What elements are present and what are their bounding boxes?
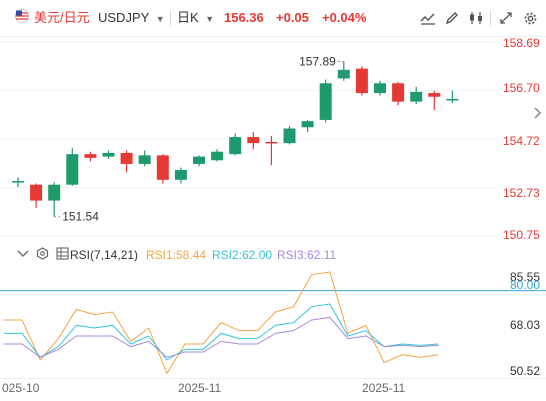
price-tick: 158.69 <box>503 36 540 50</box>
candle <box>211 149 224 162</box>
candle <box>337 61 350 81</box>
rsi-tick: 68.03 <box>510 318 541 332</box>
chevron-down-icon: ▼ <box>205 14 215 24</box>
candle <box>66 148 79 186</box>
indicator-settings-icon[interactable] <box>36 247 49 263</box>
toolbar-divider <box>170 10 171 26</box>
high-label: 157.89 <box>299 55 336 69</box>
candle <box>446 90 459 103</box>
price-tick: 154.72 <box>503 134 540 148</box>
candle <box>30 183 43 208</box>
candle <box>229 133 242 156</box>
x-axis-line <box>0 378 546 379</box>
chevron-down-icon: ▼ <box>155 14 165 24</box>
price-change-pct: +0.04% <box>322 10 367 25</box>
candle-body <box>30 184 43 201</box>
candle-body <box>319 83 332 120</box>
candle-body <box>337 69 350 79</box>
candle-body <box>211 151 224 161</box>
candle <box>102 150 115 160</box>
candle-body <box>84 154 97 158</box>
toolbar: 美元/日元 USDJPY ▼ 日K ▼ 156.36 +0.05 +0.04% <box>0 0 546 37</box>
x-tick: 2025-11 <box>362 381 406 395</box>
candle-settings-icon[interactable] <box>466 8 486 28</box>
candle-body <box>12 181 24 183</box>
candle-body <box>428 93 441 97</box>
candle-body <box>247 137 260 144</box>
rsi2-line <box>4 303 439 361</box>
flag-icon <box>15 9 29 28</box>
last-price: 156.36 <box>224 10 264 25</box>
low-label: 151.54 <box>62 210 99 224</box>
candle <box>84 151 97 162</box>
x-tick: 2025-11 <box>178 381 222 395</box>
visibility-toggle-icon[interactable] <box>17 247 29 262</box>
candle-body <box>156 155 169 180</box>
candle-body <box>374 83 386 94</box>
candle <box>48 182 61 217</box>
candle-body <box>193 156 205 164</box>
candle-body <box>283 128 296 144</box>
indicator-menu-icon[interactable] <box>56 247 69 263</box>
chevron-right-icon[interactable] <box>530 104 546 122</box>
candle <box>174 167 187 184</box>
candle-body <box>120 152 133 164</box>
rsi-tick: 50.52 <box>510 364 541 378</box>
candle <box>392 82 405 106</box>
rsi-tick: 85.55 <box>510 270 541 284</box>
gear-icon[interactable] <box>520 8 540 28</box>
candle <box>265 135 278 166</box>
rsi3-value: RSI3:62.11 <box>277 248 337 262</box>
candle <box>319 79 332 123</box>
candle-body <box>174 170 187 180</box>
candle <box>301 119 314 133</box>
candle <box>355 66 368 96</box>
candle-body <box>102 152 115 157</box>
rsi1-line <box>4 271 439 375</box>
candle-body <box>265 141 278 144</box>
rsi-indicator-label[interactable]: RSI(7,14,21) <box>70 248 139 262</box>
x-tick: 025-10 <box>2 381 40 395</box>
candle-body <box>301 121 314 128</box>
period-select[interactable]: 日K ▼ <box>177 9 214 28</box>
toolbar-divider <box>490 10 491 26</box>
rsi3-line <box>4 316 439 358</box>
price-tick: 152.73 <box>503 186 540 200</box>
candle-body <box>355 68 368 94</box>
expand-icon[interactable] <box>496 8 516 28</box>
candle <box>120 150 133 173</box>
candle-body <box>48 184 61 201</box>
candle <box>138 150 151 167</box>
candle-body <box>229 137 242 155</box>
draw-pencil-icon[interactable] <box>442 8 462 28</box>
symbol-select[interactable]: USDJPY ▼ <box>98 9 165 28</box>
candle-body <box>446 98 459 101</box>
candle-body <box>410 91 423 102</box>
candle <box>193 155 205 167</box>
candle <box>410 86 423 105</box>
rsi-chart[interactable] <box>0 262 546 378</box>
rsi1-value: RSI1:58.44 <box>146 248 207 262</box>
period-label: 日K <box>177 10 199 25</box>
candle <box>12 177 24 188</box>
candle <box>156 154 169 184</box>
candle-body <box>138 155 151 164</box>
candle <box>374 80 386 96</box>
candle-body <box>392 83 405 102</box>
symbol-label: USDJPY <box>98 10 150 25</box>
line-chart-icon[interactable] <box>418 8 438 28</box>
price-change: +0.05 <box>276 10 309 25</box>
candle <box>247 132 260 150</box>
candle-body <box>66 154 79 185</box>
candle <box>283 126 296 145</box>
price-tick: 156.70 <box>503 81 540 95</box>
rsi-ref-tick: 80.00 <box>510 278 541 292</box>
price-tick: 150.75 <box>503 228 540 242</box>
symbol-cn-label[interactable]: 美元/日元 <box>34 10 90 25</box>
rsi2-value: RSI2:62.00 <box>212 248 273 262</box>
candlestick-chart[interactable]: 157.89 151.54 <box>0 36 546 246</box>
candle <box>428 90 441 111</box>
